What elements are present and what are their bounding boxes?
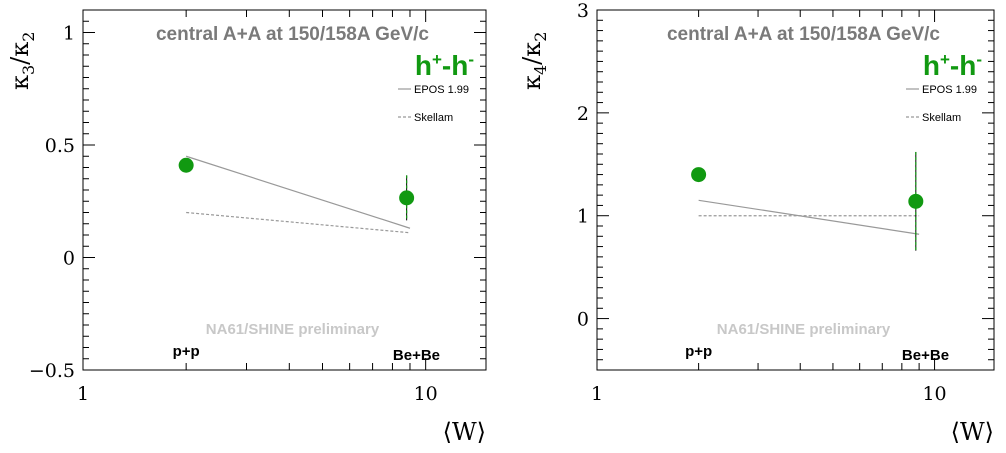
system-label: Be+Be [393, 347, 440, 364]
legend-label: EPOS 1.99 [922, 84, 977, 96]
particle-label: h+-h- [923, 50, 982, 81]
x-tick-label: 10 [414, 383, 438, 405]
data-point [908, 193, 924, 209]
y-label-sub: 3 [19, 65, 38, 75]
y-label-kappa: κ [6, 75, 34, 90]
y-label-sub: 4 [531, 65, 550, 75]
y-label-kappa: κ [6, 42, 34, 57]
y-label-slash: / [6, 56, 34, 65]
particle-label-mid: -h [950, 50, 976, 81]
watermark: NA61/SHINE preliminary [206, 321, 380, 338]
y-tick-label: 1 [577, 206, 589, 228]
data-point [691, 167, 707, 183]
particle-label-base: h [415, 50, 432, 81]
y-tick-label: 2 [577, 103, 589, 125]
y-tick-label: 0 [63, 248, 75, 270]
chart-panel-1: 1 10−0.500.51⟨W⟩κ3/κ2 central A+A at 150/1… [6, 9, 487, 446]
legend-label: Skellam [414, 112, 453, 124]
y-tick-label: −0.5 [29, 360, 75, 382]
y-tick-label: 3 [577, 0, 589, 22]
particle-label-mid: -h [442, 50, 468, 81]
particle-label-sup: - [976, 50, 982, 69]
chart-title: central A+A at 150/158A GeV/c [667, 24, 940, 45]
data-point [178, 157, 194, 173]
y-tick-label: 1 [63, 23, 75, 45]
x-tick-label: 1 [591, 383, 603, 405]
particle-label-base: h [923, 50, 940, 81]
particle-label-sup: + [940, 50, 950, 69]
x-tick-label: 10 [922, 383, 946, 405]
y-label-sub: 2 [19, 32, 38, 42]
y-axis-label: κ4/κ2 [518, 32, 550, 90]
particle-label: h+-h- [415, 50, 474, 81]
plot-frame [596, 9, 995, 371]
system-label: Be+Be [902, 347, 949, 364]
watermark: NA61/SHINE preliminary [717, 321, 891, 338]
system-label: p+p [173, 343, 200, 360]
y-label-kappa: κ [518, 75, 546, 90]
x-axis-label: ⟨W⟩ [951, 418, 994, 446]
y-axis-label: κ3/κ2 [6, 32, 38, 90]
chart-title: central A+A at 150/158A GeV/c [156, 24, 429, 45]
system-label: p+p [685, 343, 712, 360]
y-label-slash: / [518, 56, 546, 65]
y-tick-label: 0.5 [45, 135, 75, 157]
series-line-epos [185, 155, 411, 229]
y-label-kappa: κ [518, 42, 546, 57]
series-line-epos [698, 199, 920, 235]
x-tick-label: 1 [77, 383, 89, 405]
series-line-skellam [186, 211, 411, 234]
x-axis-label: ⟨W⟩ [443, 418, 486, 446]
legend-label: Skellam [922, 112, 961, 124]
legend-label: EPOS 1.99 [414, 84, 469, 96]
particle-label-sup: + [432, 50, 442, 69]
particle-label-sup: - [468, 50, 474, 69]
y-label-sub: 2 [531, 32, 550, 42]
y-tick-label: 0 [577, 309, 589, 331]
data-point [399, 190, 415, 206]
